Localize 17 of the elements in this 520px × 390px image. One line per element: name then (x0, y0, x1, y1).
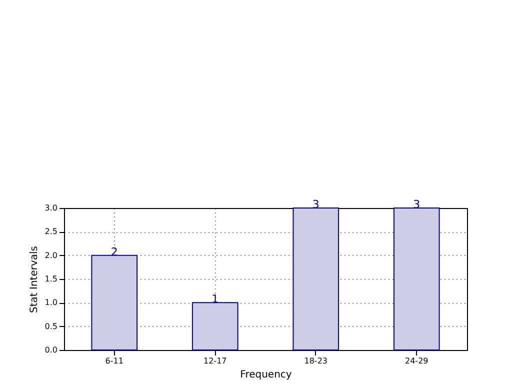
y-tick-label: 1.5 (44, 274, 58, 284)
x-tick-label: 6-11 (105, 356, 124, 366)
bar (192, 302, 238, 350)
y-tick-label: 2.0 (44, 250, 58, 260)
x-tick-label: 24-29 (405, 356, 428, 366)
bar (292, 208, 340, 350)
bar (91, 254, 138, 350)
x-tick-label: 18-23 (304, 356, 328, 366)
y-tick-label: 2.5 (44, 227, 58, 236)
y-tick-label: 1.0 (44, 298, 58, 308)
y-tick-label: 3.0 (44, 204, 58, 212)
y-tick-label: 0.5 (44, 322, 58, 331)
y-axis-title: Stat Intervals (28, 246, 40, 314)
x-tick-label: 12-17 (204, 356, 227, 366)
bar (393, 208, 440, 350)
x-axis-title: Frequency (240, 370, 292, 380)
y-tick-label: 0.0 (44, 346, 58, 354)
